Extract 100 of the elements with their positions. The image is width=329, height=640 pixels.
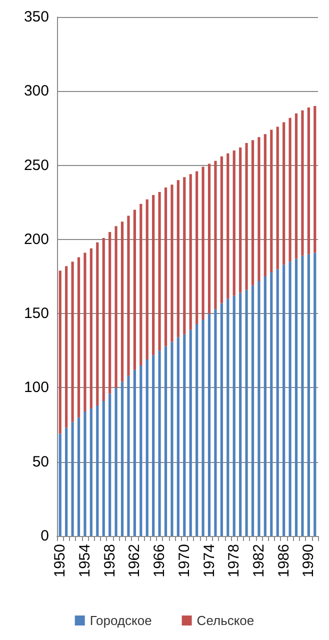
- bar: [176, 337, 180, 536]
- bar: [120, 222, 124, 382]
- y-tick-label: 350: [24, 8, 49, 26]
- x-tick-label: 1978: [226, 544, 243, 578]
- bar: [208, 314, 211, 536]
- bar: [226, 298, 230, 536]
- x-tick-label: 1990: [300, 544, 318, 578]
- bar: [133, 370, 136, 536]
- bar: [258, 280, 260, 536]
- bar: [220, 156, 223, 304]
- bar: [158, 350, 161, 536]
- bar: [258, 137, 260, 281]
- bar: [77, 417, 80, 536]
- bar: [220, 303, 223, 536]
- bar: [58, 434, 62, 536]
- bar: [146, 199, 148, 360]
- bar: [140, 365, 142, 536]
- bar: [152, 355, 155, 536]
- y-tick-label: 300: [24, 82, 49, 100]
- bar: [270, 130, 273, 272]
- x-tick-label: 1950: [52, 544, 69, 578]
- bar: [58, 270, 62, 434]
- bar: [133, 210, 136, 370]
- bar: [176, 180, 180, 338]
- bar: [307, 254, 310, 536]
- bar: [183, 177, 186, 334]
- legend-label: Городское: [90, 613, 152, 628]
- bar: [245, 143, 248, 290]
- bar: [114, 388, 118, 536]
- bar: [232, 296, 236, 536]
- bar: [208, 164, 211, 314]
- bar: [276, 269, 279, 536]
- bar: [170, 342, 174, 536]
- x-tick-label: 1962: [126, 544, 144, 578]
- bar: [77, 257, 80, 418]
- x-tick-label: 1974: [200, 544, 218, 578]
- bar: [114, 226, 118, 388]
- bar: [158, 192, 161, 351]
- bar: [239, 147, 242, 293]
- x-tick-label: 1986: [275, 544, 292, 578]
- y-tick-label: 50: [32, 453, 49, 470]
- bar: [102, 401, 105, 536]
- bar: [108, 232, 112, 394]
- bar: [96, 242, 99, 406]
- bar: [96, 406, 99, 536]
- bar: [65, 428, 68, 536]
- bar: [102, 238, 105, 402]
- y-tick-label: 150: [24, 305, 49, 322]
- bar: [84, 411, 86, 536]
- bar: [245, 290, 248, 536]
- bar: [90, 248, 92, 408]
- bar: [232, 150, 236, 296]
- bar: [251, 140, 254, 286]
- bar: [164, 188, 168, 346]
- bar: [189, 174, 192, 330]
- bar: [71, 262, 74, 422]
- y-tick-label: 100: [24, 379, 49, 396]
- bar: [170, 184, 174, 342]
- bar: [120, 382, 124, 536]
- bar: [152, 194, 155, 356]
- bar: [301, 110, 304, 256]
- bar: [196, 324, 198, 536]
- bar: [183, 334, 186, 536]
- bar: [127, 216, 130, 376]
- bar: [226, 153, 230, 299]
- bar: [65, 266, 68, 428]
- x-tick-label: 1958: [101, 544, 118, 578]
- x-tick-label: 1982: [250, 544, 268, 578]
- x-tick-label: 1966: [151, 544, 168, 578]
- y-tick-label: 0: [40, 528, 49, 544]
- legend-label: Сельское: [196, 613, 254, 628]
- bar: [84, 252, 86, 412]
- bar: [140, 204, 142, 366]
- bar: [108, 394, 112, 536]
- bar: [270, 272, 273, 536]
- bar: [294, 258, 298, 536]
- bar: [214, 309, 217, 536]
- bar: [189, 330, 192, 536]
- bar: [314, 252, 316, 536]
- bar: [214, 160, 217, 310]
- bar: [301, 256, 304, 536]
- bar: [307, 107, 310, 254]
- y-tick-label: 200: [24, 230, 49, 248]
- bar: [239, 292, 242, 536]
- bar: [196, 171, 198, 324]
- bar: [282, 264, 286, 536]
- bar: [294, 113, 298, 259]
- bar: [164, 346, 168, 536]
- bar: [288, 262, 292, 536]
- bar: [264, 276, 266, 536]
- bar: [202, 166, 204, 320]
- bar: [127, 376, 130, 536]
- x-tick-label: 1970: [176, 544, 193, 578]
- x-tick-label: 1954: [76, 544, 94, 578]
- bar: [146, 360, 148, 536]
- bar: [251, 285, 254, 536]
- bar: [71, 422, 74, 536]
- bar: [90, 408, 92, 536]
- bar: [288, 118, 292, 262]
- bar: [276, 126, 279, 270]
